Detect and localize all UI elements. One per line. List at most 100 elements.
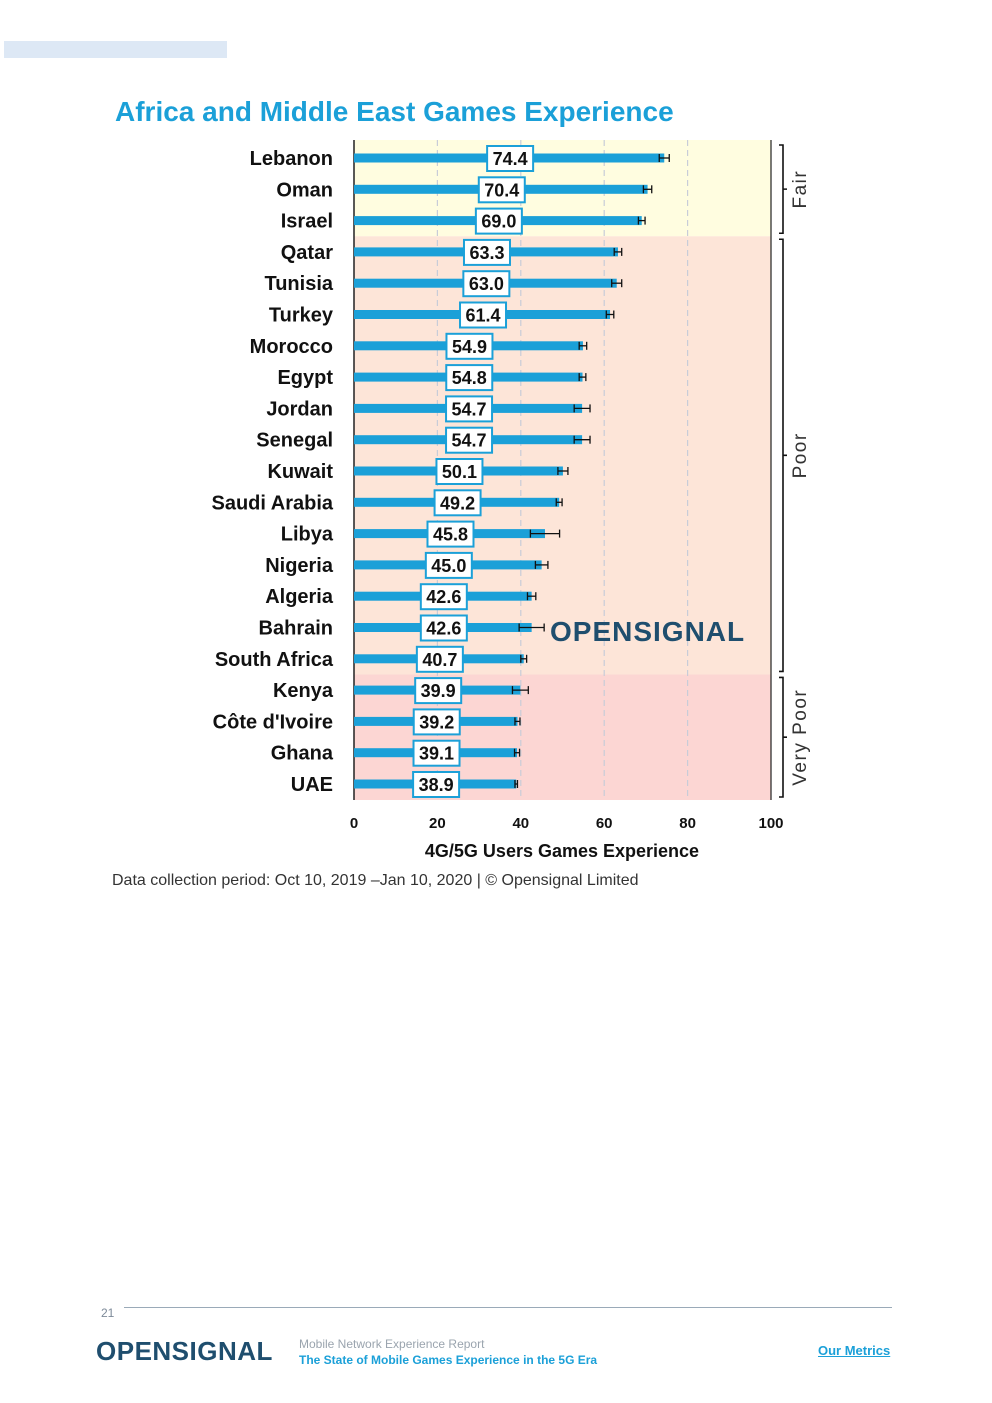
our-metrics-link[interactable]: Our Metrics	[818, 1343, 891, 1358]
x-tick-label: 0	[350, 815, 358, 832]
value-label: 63.3	[469, 243, 504, 263]
value-label-box	[445, 332, 494, 360]
band-label: Very Poor	[790, 689, 811, 786]
error-bar	[526, 592, 537, 601]
category-label: Tunisia	[264, 273, 333, 295]
band-bracket	[779, 144, 787, 235]
value-label: 61.4	[465, 306, 500, 326]
page-number: 21	[101, 1306, 115, 1320]
bracket-line	[779, 238, 787, 673]
error-bar	[520, 654, 528, 663]
footer-divider	[124, 1307, 892, 1308]
value-label-box	[414, 677, 463, 705]
error-bar	[578, 373, 587, 382]
value-label: 54.7	[452, 399, 487, 419]
value-label-box	[459, 301, 508, 329]
value-label-box	[477, 176, 526, 204]
value-label-box	[474, 207, 523, 235]
value-label-box	[412, 739, 461, 767]
value-label: 69.0	[481, 212, 516, 232]
category-label: Turkey	[269, 305, 334, 327]
error-bar	[518, 623, 545, 632]
error-bar	[613, 247, 623, 256]
error-bar	[514, 717, 521, 726]
band-bracket	[779, 238, 787, 673]
value-label: 39.1	[419, 744, 454, 764]
value-label-box	[445, 426, 494, 454]
value-label: 54.9	[452, 337, 487, 357]
error-bar	[529, 529, 561, 538]
value-label-box	[419, 583, 468, 611]
error-bar	[605, 310, 615, 319]
value-label-box	[486, 145, 535, 172]
category-label: Libya	[281, 524, 334, 546]
value-label: 74.4	[493, 149, 528, 169]
x-tick-label: 60	[596, 815, 613, 832]
value-label: 38.9	[419, 775, 454, 795]
value-label: 54.7	[452, 431, 487, 451]
bracket-line	[779, 676, 787, 798]
error-bar	[637, 216, 646, 225]
category-label: Senegal	[256, 430, 333, 452]
error-bar	[573, 435, 591, 444]
value-label: 40.7	[422, 650, 457, 670]
footer-logo: OPENSIGNAL	[96, 1336, 273, 1366]
value-label-box	[435, 458, 484, 485]
value-label: 42.6	[426, 619, 461, 639]
error-bar	[511, 686, 529, 695]
category-label: Lebanon	[250, 148, 333, 170]
value-label-box	[433, 489, 482, 517]
error-bar	[642, 185, 653, 194]
value-label: 45.0	[431, 556, 466, 576]
error-bar	[658, 154, 670, 162]
report-title: The State of Mobile Games Experience in …	[299, 1353, 598, 1367]
bracket-line	[779, 144, 787, 235]
category-label: Côte d'Ivoire	[213, 711, 333, 733]
error-bar	[557, 467, 569, 475]
x-axis-title: 4G/5G Users Games Experience	[425, 841, 699, 861]
header-accent-bar	[4, 41, 227, 58]
value-label-box	[412, 708, 461, 736]
value-label: 54.8	[452, 368, 487, 388]
category-label: Israel	[281, 211, 333, 233]
report-series: Mobile Network Experience Report	[299, 1337, 485, 1351]
value-label-box	[426, 520, 475, 548]
error-bar	[513, 748, 521, 757]
category-label: UAE	[291, 774, 333, 796]
value-label: 63.0	[469, 274, 504, 294]
x-tick-label: 80	[679, 815, 696, 832]
error-bar	[555, 498, 563, 507]
error-bar	[573, 404, 591, 413]
category-label: Qatar	[281, 242, 333, 264]
error-bar	[611, 279, 623, 288]
category-label: Algeria	[265, 586, 334, 608]
band-label: Poor	[790, 432, 811, 478]
error-bar	[534, 560, 549, 569]
value-label: 39.2	[419, 712, 454, 732]
category-label: Nigeria	[265, 555, 334, 577]
category-label: Bahrain	[259, 618, 333, 640]
band-poor	[354, 236, 771, 675]
value-label: 49.2	[440, 493, 475, 513]
value-label-box	[415, 645, 464, 673]
value-label-box	[462, 270, 511, 298]
category-label: Kuwait	[267, 461, 333, 483]
x-tick-label: 20	[429, 815, 446, 832]
category-label: Kenya	[273, 680, 334, 702]
opensignal-watermark: OPENSIGNAL	[550, 616, 745, 647]
value-label: 50.1	[442, 462, 477, 482]
band-label: Fair	[790, 170, 811, 209]
error-bar	[514, 780, 519, 788]
value-label-box	[412, 771, 461, 798]
category-label: Egypt	[277, 367, 333, 389]
data-caption: Data collection period: Oct 10, 2019 –Ja…	[112, 872, 639, 889]
error-bar	[578, 341, 588, 350]
category-label: Oman	[276, 179, 333, 201]
category-label: Saudi Arabia	[211, 492, 333, 514]
value-label: 70.4	[484, 180, 519, 200]
value-label-box	[424, 551, 473, 579]
value-label-box	[445, 395, 494, 423]
value-label: 45.8	[433, 525, 468, 545]
bar-chart: OPENSIGNAL Lebanon 74.4 Oman 70.4 Israel 69.0 Q…	[211, 140, 811, 861]
category-label: Morocco	[250, 336, 333, 358]
